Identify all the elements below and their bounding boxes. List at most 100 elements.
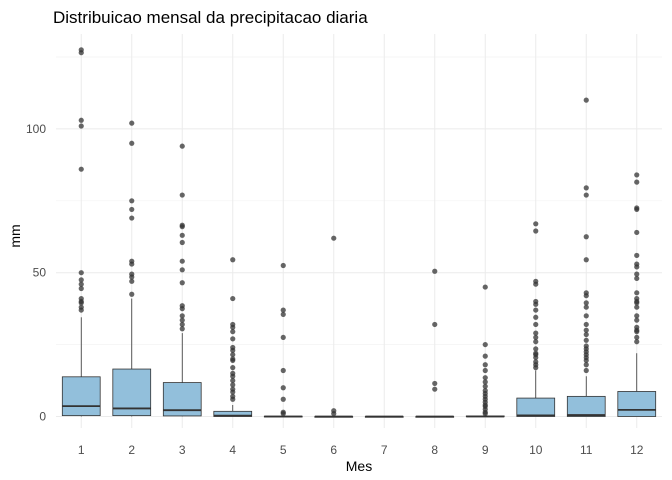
outlier-point [78,166,84,172]
outlier-point [129,140,135,146]
outlier-point [179,267,185,273]
outlier-point [331,235,337,241]
outlier-point [583,331,589,338]
outlier-point [583,97,589,103]
outlier-point [634,252,640,259]
outlier-point [129,120,135,126]
outlier-point [331,411,337,417]
box-month-9 [465,284,505,418]
x-tick-label: 8 [431,443,438,457]
outlier-point [583,257,589,263]
box-iqr [566,395,606,417]
outlier-point [230,365,236,371]
outlier-point [583,304,589,310]
x-tick-label: 2 [128,443,135,457]
outlier-point [179,258,185,264]
box-month-1 [61,47,101,417]
outlier-point [482,379,488,385]
outlier-point [533,346,539,352]
outlier-point [634,317,640,323]
outlier-point [280,396,286,402]
outlier-point [583,192,589,198]
outlier-point [129,274,135,280]
outlier-point [482,362,488,368]
outlier-point [634,334,640,341]
outlier-point [583,300,589,306]
outlier-point [78,285,84,292]
outlier-point [230,352,236,358]
outlier-point [179,326,185,332]
outlier-point [78,50,84,56]
outlier-point [280,411,286,417]
x-tick-label: 7 [381,443,388,457]
outlier-point [78,307,84,313]
x-tick-label: 4 [229,443,236,457]
box-month-10 [516,221,556,417]
outlier-point [230,257,236,263]
box-iqr [61,376,101,417]
outlier-point [179,143,185,149]
outlier-point [230,377,236,384]
x-tick-label: 6 [330,443,337,457]
outlier-point [230,382,236,388]
outlier-point [432,321,438,328]
outlier-point [533,330,539,336]
outlier-point [129,278,135,284]
x-axis-ticks: 1 2 3 4 5 6 7 8 9 10 11 12 [78,443,644,457]
outlier-point [179,321,185,328]
outlier-point [129,261,135,267]
outlier-point [482,353,488,359]
outlier-point [230,373,236,379]
box-month-2 [112,120,152,417]
box-month-11 [566,97,606,417]
x-tick-label: 9 [482,443,489,457]
outlier-point [78,117,84,123]
outlier-point [78,277,84,283]
outlier-point [583,313,589,319]
outlier-point [634,264,640,270]
outlier-point [533,307,539,313]
outlier-point [634,229,640,236]
outlier-point [280,307,286,313]
chart-title: Distribuicao mensal da precipitacao diar… [53,8,368,27]
outlier-point [78,300,84,306]
outlier-point [78,281,84,287]
y-axis-ticks: 0 50 100 [26,122,46,424]
y-tick-label: 50 [33,266,47,280]
outlier-point [583,327,589,333]
outlier-point [634,329,640,335]
outlier-point [634,313,640,319]
box-month-4 [213,257,253,417]
outlier-point [533,321,539,328]
x-tick-label: 3 [179,443,186,457]
outlier-point [179,280,185,286]
outlier-point [634,304,640,310]
outlier-point [482,284,488,290]
outlier-point [230,357,236,364]
outlier-point [179,239,185,246]
outlier-point [583,367,589,374]
outlier-point [179,317,185,323]
outlier-point [533,339,539,345]
outlier-point [634,300,640,306]
outlier-point [179,192,185,198]
outlier-point [583,337,589,343]
outlier-point [533,314,539,320]
x-tick-label: 10 [529,443,543,457]
x-tick-label: 1 [78,443,85,457]
outlier-point [78,270,84,276]
box-month-7 [364,415,404,418]
box-month-12 [617,172,657,417]
outlier-point [280,367,286,374]
outlier-point [280,385,286,391]
outlier-point [230,324,236,330]
outlier-point [634,179,640,185]
outlier-point [583,234,589,240]
outlier-point [230,347,236,353]
outlier-point [230,336,236,342]
outlier-point [129,198,135,204]
outlier-point [482,341,488,348]
outlier-point [533,301,539,307]
boxes [61,47,657,418]
